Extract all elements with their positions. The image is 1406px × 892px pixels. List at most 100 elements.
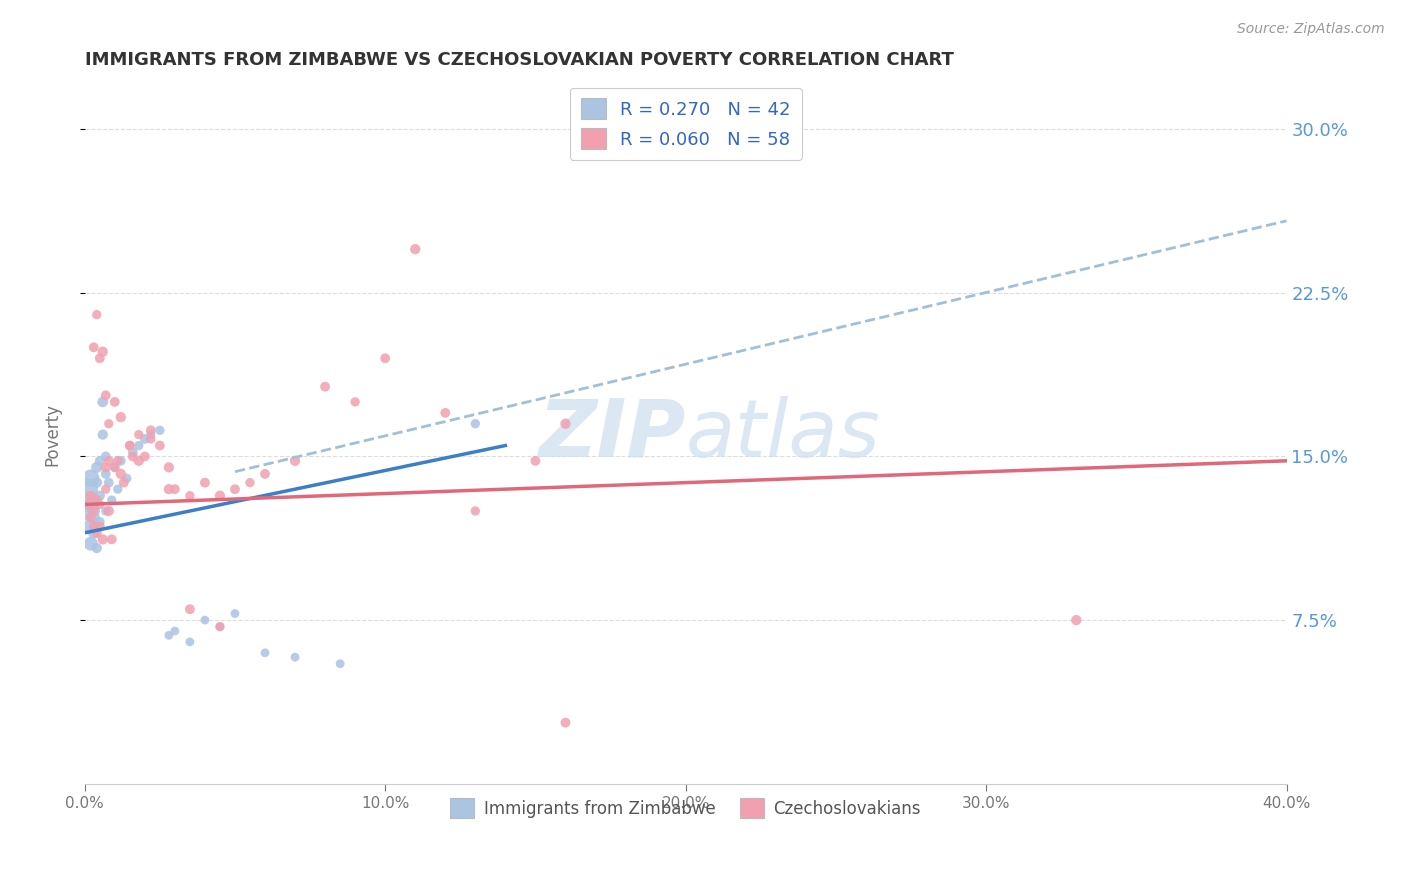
Text: IMMIGRANTS FROM ZIMBABWE VS CZECHOSLOVAKIAN POVERTY CORRELATION CHART: IMMIGRANTS FROM ZIMBABWE VS CZECHOSLOVAK… [84,51,953,69]
Point [224,607,246,621]
Point [208,489,231,503]
Point [110,454,132,468]
Point [91,533,114,547]
Point [100,533,122,547]
Point [80,510,103,524]
Text: Source: ZipAtlas.com: Source: ZipAtlas.com [1237,22,1385,37]
Point [100,493,122,508]
Y-axis label: Poverty: Poverty [44,403,60,467]
Point [80,471,103,485]
Point [107,482,129,496]
Point [97,504,120,518]
Point [91,395,114,409]
Legend: Immigrants from Zimbabwe, Czechoslovakians: Immigrants from Zimbabwe, Czechoslovakia… [443,792,928,824]
Point [118,438,141,452]
Point [89,351,111,366]
Point [194,613,217,627]
Point [115,471,138,485]
Point [208,620,231,634]
Point [80,537,103,551]
Point [97,417,120,431]
Point [157,482,180,496]
Point [329,657,352,671]
Point [314,379,336,393]
Point [110,467,132,481]
Point [284,650,307,665]
Point [83,504,105,518]
Point [107,454,129,468]
Point [139,432,162,446]
Point [94,467,117,481]
Point [224,482,246,496]
Point [80,519,103,533]
Point [194,475,217,490]
Point [89,489,111,503]
Point [97,475,120,490]
Point [80,489,103,503]
Point [121,445,143,459]
Point [134,432,156,446]
Point [94,460,117,475]
Point [104,395,127,409]
Point [1064,613,1087,627]
Point [104,460,127,475]
Point [76,482,98,496]
Point [83,493,105,508]
Point [83,510,105,524]
Point [118,438,141,452]
Point [94,504,117,518]
Point [157,628,180,642]
Point [157,460,180,475]
Point [344,395,367,409]
Point [104,460,127,475]
Point [80,498,103,512]
Point [163,624,186,638]
Point [83,525,105,540]
Point [83,519,105,533]
Point [128,454,150,468]
Point [83,504,105,518]
Point [134,450,156,464]
Point [524,454,547,468]
Point [121,450,143,464]
Point [94,450,117,464]
Point [464,417,486,431]
Point [464,504,486,518]
Point [208,620,231,634]
Point [86,475,108,490]
Point [89,454,111,468]
Point [86,525,108,540]
Point [91,427,114,442]
Text: atlas: atlas [686,396,880,474]
Point [284,454,307,468]
Point [253,467,276,481]
Point [91,344,114,359]
Point [239,475,262,490]
Point [128,427,150,442]
Point [128,438,150,452]
Text: ZIP: ZIP [538,396,686,474]
Point [89,498,111,512]
Point [86,308,108,322]
Point [110,410,132,425]
Point [86,541,108,555]
Point [112,475,135,490]
Point [89,519,111,533]
Point [374,351,396,366]
Point [139,423,162,437]
Point [163,482,186,496]
Point [76,498,98,512]
Point [179,635,201,649]
Point [94,482,117,496]
Point [97,454,120,468]
Point [83,340,105,354]
Point [404,242,426,256]
Point [149,438,172,452]
Point [554,417,576,431]
Point [89,515,111,529]
Point [179,489,201,503]
Point [86,493,108,508]
Point [179,602,201,616]
Point [76,504,98,518]
Point [149,423,172,437]
